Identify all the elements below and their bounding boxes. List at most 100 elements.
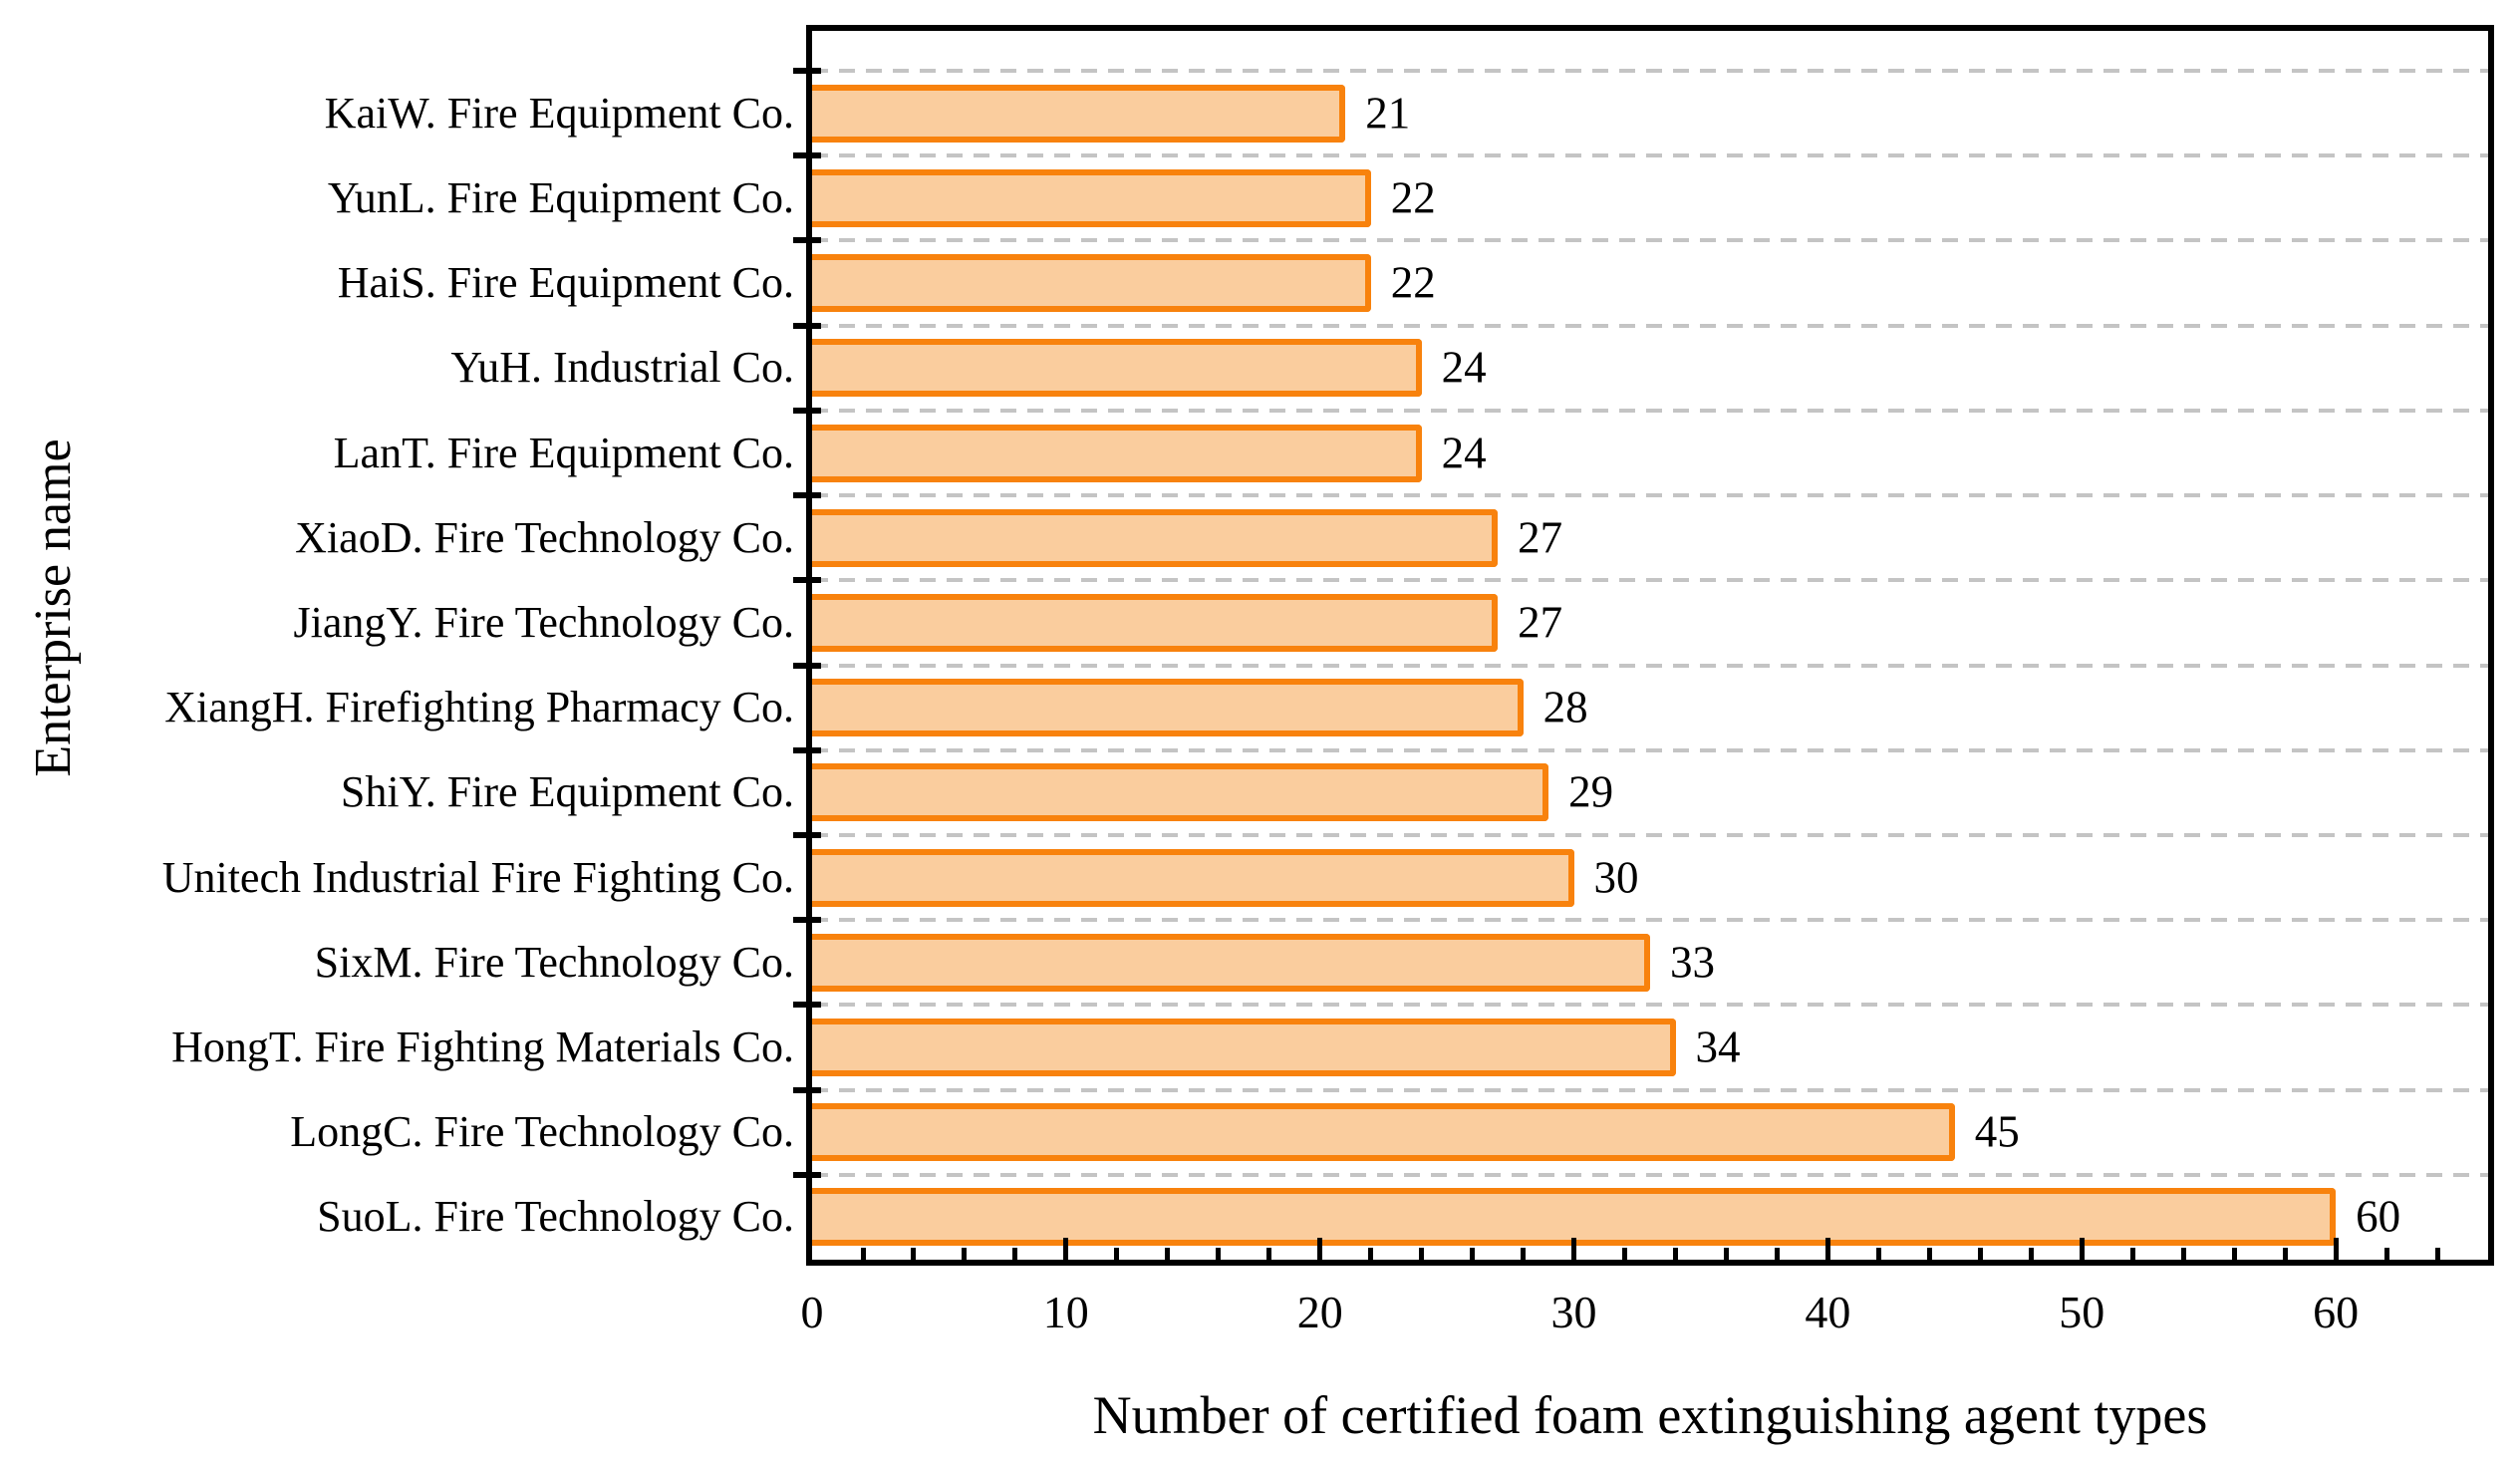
category-label: ShiY. Fire Equipment Co.: [340, 767, 794, 817]
category-label: SuoL. Fire Technology Co.: [317, 1192, 794, 1242]
gridline: [812, 747, 2488, 752]
bar: [812, 168, 1371, 227]
x-axis-minor-tick: [1724, 1248, 1729, 1260]
bar-value-label: 60: [2356, 1191, 2401, 1242]
bar: [812, 848, 1574, 907]
bar-value-label: 33: [1670, 937, 1715, 988]
gridline: [812, 323, 2488, 328]
x-axis-minor-tick: [2383, 1248, 2389, 1260]
bar: [812, 763, 1549, 822]
x-axis-minor-tick: [2180, 1248, 2186, 1260]
gridline: [812, 493, 2488, 498]
x-tick-label: 60: [2313, 1287, 2360, 1337]
y-axis-tick: [793, 152, 821, 159]
gridline: [812, 1003, 2488, 1008]
bar-value-label: 29: [1568, 766, 1614, 817]
y-axis-tick: [793, 492, 821, 499]
y-axis-tick: [793, 1171, 821, 1178]
x-axis-major-tick: [1317, 1238, 1323, 1260]
category-label: XiaoD. Fire Technology Co.: [295, 512, 794, 562]
y-axis-tick: [793, 1002, 821, 1009]
category-label: JiangY. Fire Technology Co.: [293, 597, 795, 647]
bar: [812, 424, 1422, 482]
x-axis-major-tick: [1824, 1238, 1830, 1260]
x-axis-minor-tick: [1266, 1248, 1272, 1260]
bar-value-label: 27: [1518, 597, 1563, 648]
x-tick-label: 20: [1296, 1287, 1343, 1337]
bar: [812, 933, 1650, 992]
bar-value-label: 30: [1593, 852, 1639, 902]
bar: [812, 1019, 1676, 1076]
category-label: HaiS. Fire Equipment Co.: [337, 258, 794, 307]
gridline: [812, 578, 2488, 583]
x-axis-minor-tick: [1368, 1248, 1374, 1260]
x-axis-minor-tick: [1419, 1248, 1425, 1260]
x-axis-minor-tick: [1114, 1248, 1120, 1260]
x-axis-minor-tick: [911, 1248, 917, 1260]
category-label: Unitech Industrial Fire Fighting Co.: [161, 852, 794, 902]
x-axis-minor-tick: [2028, 1248, 2034, 1260]
y-axis-tick: [793, 746, 821, 753]
bar-value-label: 27: [1518, 512, 1563, 563]
bar: [812, 254, 1371, 312]
plot-area: 21 22 22 24 24 27 27 28 29 30 33 34 45 60: [793, 25, 2494, 1266]
bar-value-label: 45: [1974, 1106, 2020, 1157]
x-tick-label: 30: [1550, 1287, 1597, 1337]
y-axis-tick: [793, 577, 821, 584]
gridline: [812, 69, 2488, 73]
bar: [812, 593, 1499, 652]
bar: [812, 679, 1524, 737]
y-axis-tick: [793, 662, 821, 669]
bar: [812, 339, 1422, 398]
x-tick-label: 0: [800, 1287, 824, 1337]
y-axis-title: Enterprise name: [25, 438, 82, 777]
x-axis-minor-tick: [1165, 1248, 1171, 1260]
x-axis-major-tick: [2079, 1238, 2085, 1260]
category-label: LongC. Fire Technology Co.: [290, 1107, 794, 1157]
y-axis-tick: [793, 68, 821, 74]
x-axis-title: Number of certified foam extinguishing a…: [1092, 1385, 2208, 1445]
x-axis-minor-tick: [2129, 1248, 2135, 1260]
x-axis-minor-tick: [1977, 1248, 1983, 1260]
bar-value-label: 34: [1695, 1022, 1741, 1072]
x-axis-minor-tick: [1926, 1248, 1932, 1260]
gridline: [812, 238, 2488, 243]
bar: [812, 1103, 1955, 1162]
y-axis-tick: [793, 322, 821, 329]
x-axis-minor-tick: [2231, 1248, 2237, 1260]
x-axis-minor-tick: [1012, 1248, 1018, 1260]
x-axis-major-tick: [2333, 1238, 2339, 1260]
gridline: [812, 832, 2488, 837]
gridline: [812, 1087, 2488, 1092]
category-label: XiangH. Firefighting Pharmacy Co.: [164, 683, 794, 732]
category-label: YunL. Fire Equipment Co.: [327, 172, 794, 222]
category-label: YuH. Industrial Co.: [450, 343, 794, 393]
x-axis-major-tick: [1571, 1238, 1576, 1260]
x-tick-label: 10: [1042, 1287, 1089, 1337]
bar-value-label: 21: [1365, 88, 1411, 139]
x-axis-minor-tick: [860, 1248, 866, 1260]
category-label: LanT. Fire Equipment Co.: [333, 428, 794, 477]
bar: [812, 508, 1499, 567]
x-tick-label: 50: [2059, 1287, 2105, 1337]
y-axis-tick: [793, 831, 821, 838]
gridline: [812, 918, 2488, 923]
category-label: HongT. Fire Fighting Materials Co.: [171, 1022, 794, 1071]
bar-value-label: 28: [1542, 682, 1588, 732]
category-label: KaiW. Fire Equipment Co.: [324, 88, 794, 138]
x-axis-minor-tick: [1673, 1248, 1678, 1260]
x-axis-minor-tick: [962, 1248, 968, 1260]
x-axis-minor-tick: [1521, 1248, 1527, 1260]
y-axis-tick: [793, 917, 821, 924]
bar-value-label: 24: [1441, 428, 1487, 477]
gridline: [812, 1172, 2488, 1177]
bar-value-label: 22: [1390, 172, 1436, 223]
y-axis-tick: [793, 1086, 821, 1093]
bar-value-label: 22: [1390, 257, 1436, 308]
bar-value-label: 24: [1441, 342, 1487, 393]
y-axis-tick: [793, 237, 821, 244]
x-axis-minor-tick: [2282, 1248, 2288, 1260]
y-axis-tick: [793, 407, 821, 414]
x-axis-minor-tick: [2434, 1248, 2440, 1260]
